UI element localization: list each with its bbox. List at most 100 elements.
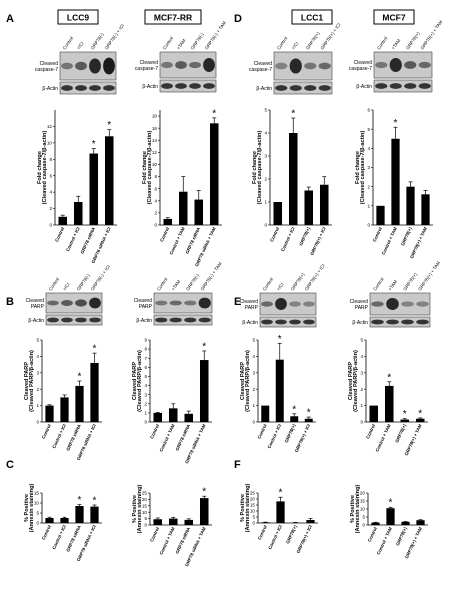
y-axis-label: % Positive xyxy=(350,495,356,523)
y-axis-label: Fold change xyxy=(142,151,148,184)
blot-band xyxy=(289,85,302,91)
y-tick-label: 3 xyxy=(36,370,39,375)
y-tick-label: 0 xyxy=(252,521,255,526)
y-axis-label: (Annexin staining) xyxy=(137,484,143,533)
significance-star: * xyxy=(279,488,283,499)
blot-band xyxy=(303,301,315,307)
bar-chart-d2: 0 1 2 3 4 5 6 Fold change (Cleaved caspase-7/β-a… xyxy=(355,108,433,259)
y-tick-label: 14 xyxy=(152,138,158,143)
bar xyxy=(384,385,394,422)
category-label: Control xyxy=(159,226,170,242)
blot-strip xyxy=(369,316,431,328)
blot-band xyxy=(189,61,201,69)
blot-lane-header: Control xyxy=(376,36,388,51)
bar xyxy=(168,518,178,525)
blot-lane-header: GRP78(+) xyxy=(402,272,418,292)
blot-band xyxy=(75,85,87,91)
category-label: GRP78 siRNA xyxy=(174,423,191,452)
y-tick-label: 4 xyxy=(154,198,157,203)
blot-band xyxy=(275,319,287,325)
y-tick-label: 25 xyxy=(250,491,256,496)
blot-lane-header: +TAM xyxy=(390,38,401,51)
blot-row-label: caspase-7 xyxy=(349,66,372,72)
blot-lane-header: +ICI xyxy=(76,41,85,51)
blot-band xyxy=(375,61,388,69)
bar xyxy=(371,522,380,525)
blot-lane-header: Control xyxy=(372,277,384,292)
bar xyxy=(261,522,270,523)
blot-band xyxy=(175,83,187,89)
blot-band xyxy=(303,319,315,325)
y-tick-label: 0 xyxy=(360,420,363,425)
blot-band xyxy=(386,319,399,325)
bar xyxy=(369,405,379,422)
bar xyxy=(275,359,284,422)
blot-band xyxy=(198,317,211,323)
bar xyxy=(273,202,283,225)
bar-chart-b2: 0 1 2 3 4 5 6 7 8 9 Cleaved PARP (Cleaved PARP/β-ac… xyxy=(132,338,212,464)
bar xyxy=(288,133,298,225)
y-axis-label: (Cleaved PARP/β-actin) xyxy=(353,350,359,412)
blot-row-label: Cleaved xyxy=(350,299,369,305)
cell-line-title: MCF7 xyxy=(382,13,405,23)
blot-band xyxy=(184,317,197,323)
category-label: GRP78(+) + TAM xyxy=(404,526,423,559)
y-tick-label: 5 xyxy=(144,374,147,379)
category-label: Control + ICI xyxy=(280,226,296,252)
y-tick-label: 5 xyxy=(264,108,267,113)
y-tick-label: 1 xyxy=(36,403,39,408)
blot-strip xyxy=(45,314,103,326)
blot-row-label: Cleaved xyxy=(254,61,273,67)
y-axis-label: Fold change xyxy=(252,151,258,184)
blot-row-label: caspase-7 xyxy=(249,67,272,73)
y-axis-label: (Cleaved caspase-7/β-actin) xyxy=(147,131,153,205)
blot-band xyxy=(375,83,388,89)
blot-lane-header: GRP78(+) + ICI xyxy=(319,22,341,50)
bar xyxy=(304,190,314,225)
blot-row-label: Cleaved xyxy=(140,60,159,66)
blot-band xyxy=(275,298,287,310)
blot-band xyxy=(404,61,417,69)
bar-chart-c1: 0 5 10 15 % Positive (Annexin staining) Contro… xyxy=(24,483,102,562)
y-tick-label: 7 xyxy=(144,356,147,361)
blot-band xyxy=(401,319,414,325)
y-tick-label: 8 xyxy=(49,157,52,162)
category-label: GRP78(+) + ICI xyxy=(295,524,312,554)
y-tick-label: 4 xyxy=(367,146,370,151)
blot-band xyxy=(203,83,215,89)
y-tick-label: 10 xyxy=(34,501,40,506)
blot-lane-header: Control xyxy=(262,277,274,292)
blot-band xyxy=(155,300,168,306)
y-tick-label: 10 xyxy=(250,509,256,514)
y-tick-label: 25 xyxy=(142,491,148,496)
y-axis-label: % Positive xyxy=(24,494,30,522)
y-tick-label: 12 xyxy=(47,124,53,129)
y-tick-label: 2 xyxy=(360,387,363,392)
significance-star: * xyxy=(78,495,82,506)
blot-band xyxy=(289,58,302,74)
y-axis-label: (Cleaved PARP/β-actin) xyxy=(245,350,251,412)
category-label: Control xyxy=(257,524,268,540)
category-label: GRP78 siRNA xyxy=(79,226,96,255)
bar xyxy=(45,518,54,523)
bar xyxy=(58,216,68,225)
y-tick-label: 2 xyxy=(36,387,39,392)
category-label: Control + ICI xyxy=(267,524,283,550)
blot-band xyxy=(47,300,59,306)
category-label: GRP78 siRNA xyxy=(174,526,191,555)
category-label: Control + ICI xyxy=(51,524,67,550)
blot-band xyxy=(275,85,288,91)
blot-strip xyxy=(259,316,317,328)
blot-band xyxy=(161,83,173,89)
bar xyxy=(290,416,299,422)
y-tick-label: 5 xyxy=(252,338,255,343)
blot-band xyxy=(203,57,215,73)
y-axis-label: Fold change xyxy=(37,151,43,184)
category-label: GRP78(+) + ICI xyxy=(294,423,311,453)
blot-row-label: β-Actin xyxy=(28,318,44,324)
significance-star: * xyxy=(202,341,206,352)
bar xyxy=(406,186,415,225)
bar xyxy=(415,418,425,422)
y-axis-label: (Annexin staining) xyxy=(355,484,361,533)
category-label: Control xyxy=(257,423,268,439)
